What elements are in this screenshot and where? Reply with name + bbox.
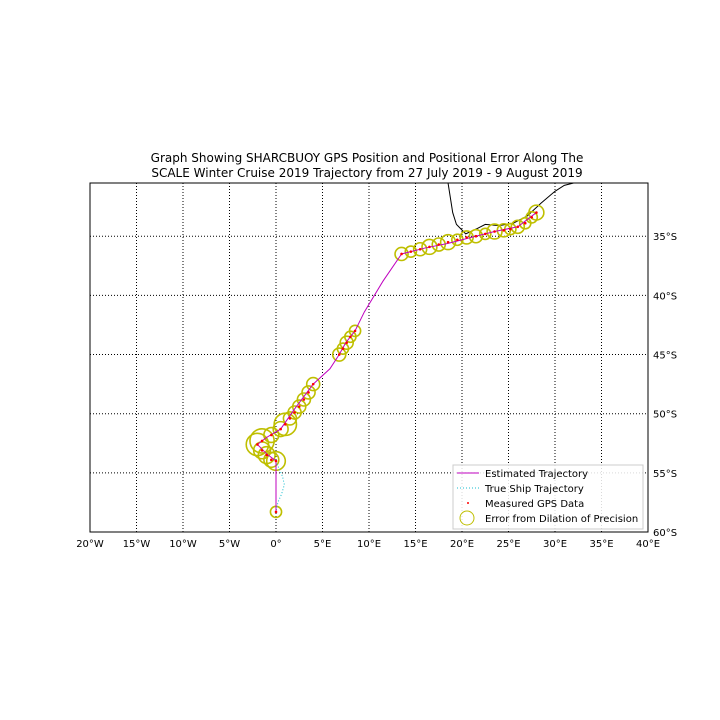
gps-point	[293, 411, 296, 414]
y-tick-label: 35°S	[653, 232, 677, 243]
dop-error-circle	[518, 216, 532, 230]
gps-point	[509, 227, 512, 231]
x-tick-label: 15°E	[403, 539, 427, 550]
gps-point	[288, 417, 292, 420]
x-tick-label: 10°E	[357, 539, 381, 550]
gps-point	[530, 216, 534, 219]
gps-point	[297, 405, 301, 408]
legend-label-estimated-trajectory: Estimated Trajectory	[485, 469, 588, 480]
gps-point	[535, 211, 538, 214]
coastline-path	[447, 183, 574, 235]
gps-point	[265, 453, 269, 457]
gps-point	[302, 398, 306, 401]
y-axis-ticks: 35°S 40°S 45°S 50°S 55°S 60°S	[653, 232, 677, 539]
chart-title-line-1: Graph Showing SHARCBUOY GPS Position and…	[151, 151, 584, 165]
gps-point	[456, 238, 459, 242]
x-tick-label: 0°	[270, 539, 281, 550]
gps-point	[400, 252, 403, 256]
dop-error-circle	[296, 392, 312, 407]
plot-frame	[89, 182, 649, 533]
x-tick-label: 10°W	[169, 539, 197, 550]
gps-point	[483, 232, 487, 236]
dop-error-circle	[249, 428, 275, 454]
legend-swatch-dop-error	[459, 510, 475, 526]
x-tick-label: 20°E	[450, 539, 474, 550]
gps-point	[465, 236, 468, 239]
dop-error-circle	[431, 237, 447, 252]
dop-error-circle	[394, 246, 409, 262]
gps-point	[311, 382, 315, 386]
dop-error-circle	[282, 411, 298, 426]
gps-point	[418, 247, 422, 251]
gps-point	[516, 225, 520, 229]
y-tick-label: 45°S	[653, 351, 677, 362]
dop-error-circle	[301, 385, 316, 400]
dop-error-circle	[421, 238, 438, 256]
legend: Estimated Trajectory True Ship Trajector…	[452, 464, 644, 530]
legend-swatch-measured-gps	[467, 502, 469, 504]
gps-point	[270, 433, 273, 437]
gps-point	[493, 230, 496, 233]
dop-error-circle	[439, 233, 457, 251]
x-tick-label: 40°E	[636, 539, 660, 550]
y-tick-label: 40°S	[653, 291, 677, 302]
gps-point	[307, 391, 310, 394]
coastline	[447, 183, 574, 235]
x-axis-ticks: 20°W 15°W 10°W 5°W 0° 5°E 10°E 15°E 20°E 25°E 30°E…	[76, 539, 660, 550]
x-tick-label: 30°E	[543, 539, 567, 550]
legend-label-dop-error: Error from Dilation of Precision	[485, 514, 638, 525]
y-tick-label: 50°S	[653, 410, 677, 421]
dop-error-circle	[412, 241, 428, 257]
gps-point	[337, 353, 341, 356]
series-layer	[245, 204, 545, 519]
gps-point	[502, 229, 506, 232]
gps-point	[341, 347, 345, 350]
dop-error-circle	[339, 335, 354, 351]
x-tick-label: 35°E	[589, 539, 613, 550]
gps-point	[274, 510, 278, 514]
legend-label-measured-gps: Measured GPS Data	[485, 499, 584, 510]
dop-error-circle	[478, 227, 492, 241]
gps-point	[349, 335, 352, 339]
gps-point	[260, 439, 264, 443]
dop-error-circle	[510, 219, 526, 235]
y-tick-label: 55°S	[653, 469, 677, 480]
dop-error-circle	[486, 223, 503, 240]
gps-point	[284, 423, 287, 426]
gps-point	[260, 449, 264, 452]
gps-point	[446, 240, 450, 244]
dop-error-circle	[272, 420, 289, 438]
gps-point	[428, 245, 431, 249]
dop-error-circle	[404, 245, 418, 258]
y-tick-label: 60°S	[653, 528, 677, 539]
gps-point	[523, 221, 527, 225]
x-tick-label: 25°E	[496, 539, 520, 550]
dop-error-circle	[331, 347, 347, 362]
x-tick-label: 5°E	[314, 539, 332, 550]
legend-label-true-ship-trajectory: True Ship Trajectory	[484, 484, 584, 495]
gps-point	[474, 234, 478, 238]
x-tick-label: 20°W	[76, 539, 104, 550]
gps-point	[437, 243, 441, 246]
gps-point	[256, 443, 259, 446]
gps-point	[274, 459, 278, 463]
dop-error-circle	[468, 228, 484, 244]
x-tick-label: 15°W	[123, 539, 151, 550]
gps-point	[345, 341, 348, 345]
gps-point	[353, 329, 357, 333]
gps-point	[409, 250, 413, 253]
gps-point	[270, 458, 273, 462]
chart-title-line-2: SCALE Winter Cruise 2019 Trajectory from…	[151, 166, 582, 180]
legend-box	[452, 464, 644, 530]
dop-error-circle	[305, 376, 321, 392]
gps-point	[279, 427, 282, 431]
x-tick-label: 5°W	[219, 539, 240, 550]
